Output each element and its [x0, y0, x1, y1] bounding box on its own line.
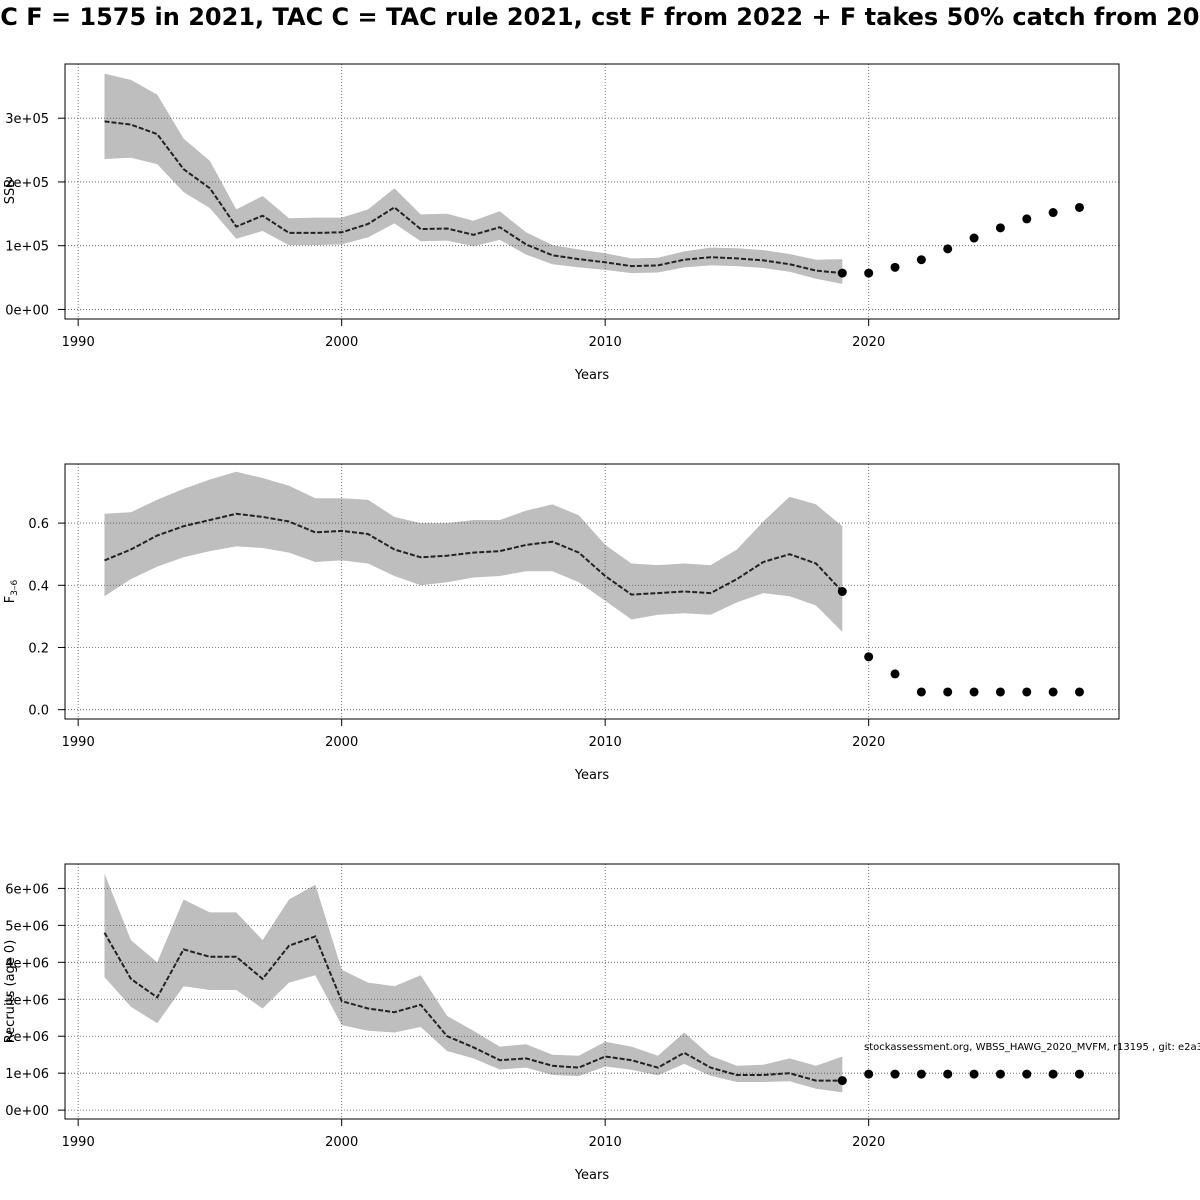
panel-recruits: 1990 2000 2010 2020 0e+00 1e+06 2e+06 3e+06 4e+0… [3, 863, 1120, 1183]
y-axis-label: F3–6 [3, 580, 20, 604]
forecast-point [995, 223, 1005, 233]
y-tick-label: 0.4 [28, 579, 49, 594]
forecast-point [1074, 1069, 1084, 1079]
estimate-line [104, 512, 844, 596]
forecast-point [890, 262, 900, 272]
forecast-point [1022, 687, 1032, 697]
x-tick-label: 2020 [852, 335, 885, 350]
y-tick-label: 1e+06 [5, 1067, 49, 1082]
plot-frame [64, 463, 1120, 720]
y-tick-label: 3e+05 [5, 112, 49, 127]
y-tick-label: 0e+00 [5, 1104, 49, 1119]
forecast-point [916, 1069, 926, 1079]
x-tick-label: 1990 [62, 1135, 95, 1150]
panel-f: 1990 2000 2010 2020 0.0 0.2 0.4 0.6 Years F3–6 [3, 463, 1120, 783]
y-tick-label: 0.6 [28, 517, 49, 532]
confidence-band [104, 73, 843, 284]
x-tick-label: 2020 [852, 735, 885, 750]
y-tick-label: 0.2 [28, 641, 49, 656]
x-tick-label: 2000 [325, 335, 358, 350]
confidence-band [104, 873, 843, 1093]
x-tick-label: 2010 [589, 335, 622, 350]
forecast-point [995, 687, 1005, 697]
y-tick-label: 4e+06 [5, 956, 49, 971]
y-tick-label: 3e+06 [5, 993, 49, 1008]
forecast-point [837, 268, 847, 278]
forecast-point [1074, 687, 1084, 697]
forecast-point [995, 1069, 1005, 1079]
y-axis-label: Recruits (age 0) [3, 940, 18, 1044]
y-tick-label: 1e+05 [5, 240, 49, 255]
x-tick-label: 2000 [325, 1135, 358, 1150]
x-tick-label: 2020 [852, 1135, 885, 1150]
footnote: stockassessment.org, WBSS_HAWG_2020_MVFM… [864, 1042, 1200, 1053]
x-tick-label: 2010 [589, 735, 622, 750]
forecast-point [1022, 214, 1032, 224]
y-tick-label: 0.0 [28, 704, 49, 719]
estimate-line [104, 120, 843, 275]
forecast-point [890, 1069, 900, 1079]
forecast-point [1048, 1069, 1058, 1079]
x-axis-label: Years [574, 768, 610, 783]
forecast-point [1048, 208, 1058, 218]
forecast-point [916, 687, 926, 697]
forecast-point [864, 268, 874, 278]
page-title: TAC F = 1575 in 2021, TAC C = TAC rule 2… [0, 3, 1200, 31]
x-tick-label: 1990 [62, 735, 95, 750]
forecast-point [1074, 202, 1084, 212]
y-axis-label: SSB [3, 179, 18, 204]
forecast-point [943, 1069, 953, 1079]
y-tick-label: 2e+05 [5, 176, 49, 191]
forecast-point [864, 1069, 874, 1079]
forecast-point [1048, 687, 1058, 697]
plot-frame [64, 863, 1120, 1120]
forecast-point [890, 669, 900, 679]
forecast-point [916, 255, 926, 265]
estimate-line [103, 932, 843, 1082]
forecast-point [943, 687, 953, 697]
forecast-point [969, 687, 979, 697]
plot-frame [64, 63, 1120, 320]
forecast-point [837, 587, 847, 596]
forecast-point [943, 244, 953, 254]
y-tick-label: 5e+06 [5, 919, 49, 934]
forecast-point [837, 1076, 847, 1086]
forecast-point [1022, 1069, 1032, 1079]
x-tick-label: 2010 [589, 1135, 622, 1150]
x-axis-label: Years [574, 368, 610, 383]
y-tick-label: 0e+00 [5, 303, 49, 318]
x-tick-label: 2000 [325, 735, 358, 750]
x-tick-label: 1990 [62, 335, 95, 350]
x-axis-label: Years [574, 1168, 610, 1183]
panel-ssb: 1990 2000 2010 2020 0e+00 1e+05 2e+05 3e+05 Year… [3, 63, 1120, 383]
forecast-point [969, 233, 979, 243]
forecast-point [969, 1069, 979, 1079]
forecast-point [864, 652, 874, 662]
y-tick-label: 6e+06 [5, 882, 49, 897]
y-tick-label: 2e+06 [5, 1030, 49, 1045]
